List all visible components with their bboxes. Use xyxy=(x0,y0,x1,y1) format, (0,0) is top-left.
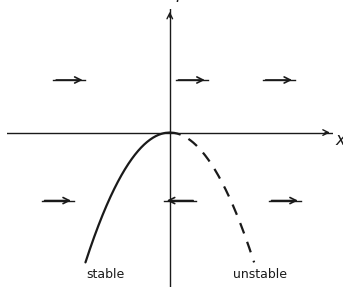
Text: x: x xyxy=(335,131,343,149)
Text: stable: stable xyxy=(87,268,125,281)
Text: unstable: unstable xyxy=(233,268,287,281)
Text: r: r xyxy=(176,0,182,6)
